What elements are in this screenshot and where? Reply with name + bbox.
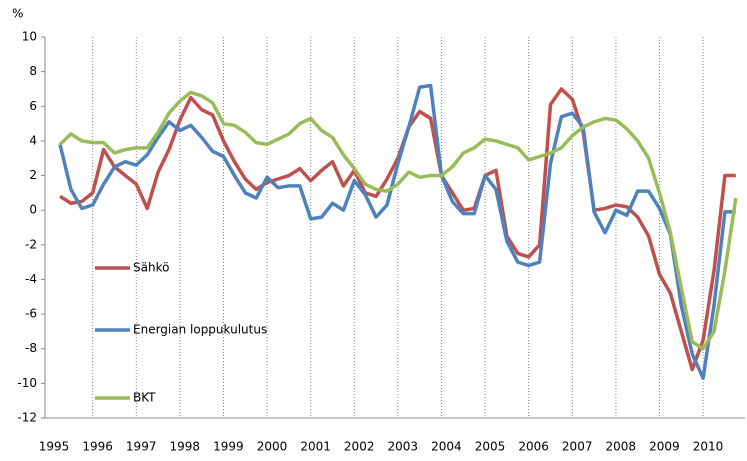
x-tick-label: 2001	[300, 440, 331, 454]
x-tick-label: 2006	[518, 440, 549, 454]
y-tick-label: 0	[29, 203, 37, 217]
y-tick-label: 2	[29, 168, 37, 182]
legend-label: Sähkö	[133, 261, 169, 275]
x-tick-label: 1999	[213, 440, 244, 454]
x-tick-label: 2005	[475, 440, 506, 454]
x-tick-label: 2000	[257, 440, 288, 454]
y-tick-label: -2	[25, 237, 37, 251]
x-tick-label: 1995	[39, 440, 70, 454]
legend-label: BKT	[133, 391, 156, 405]
x-tick-label: 1996	[82, 440, 113, 454]
series-line	[58, 90, 738, 351]
series-line	[58, 83, 736, 380]
legend-label: Energian loppukulutus	[133, 323, 267, 337]
x-tick-label: 2003	[388, 440, 419, 454]
x-tick-label: 2009	[649, 440, 680, 454]
y-tick-label: 6	[29, 99, 37, 113]
x-tick-label: 2007	[562, 440, 593, 454]
y-tick-label: 4	[29, 133, 37, 147]
x-tick-label: 1998	[170, 440, 201, 454]
y-tick-label: -12	[17, 411, 37, 425]
y-axis-unit: %	[12, 7, 23, 21]
y-tick-label: -8	[25, 341, 37, 355]
x-tick-label: 2004	[431, 440, 462, 454]
y-tick-label: -6	[25, 307, 37, 321]
y-tick-label: 8	[29, 64, 37, 78]
y-tick-label: 10	[22, 30, 37, 44]
x-tick-label: 2008	[606, 440, 637, 454]
x-tick-label: 2002	[344, 440, 375, 454]
x-tick-label: 1997	[126, 440, 157, 454]
y-tick-label: -10	[17, 376, 37, 390]
y-tick-label: -4	[25, 272, 37, 286]
x-tick-label: 2010	[693, 440, 724, 454]
